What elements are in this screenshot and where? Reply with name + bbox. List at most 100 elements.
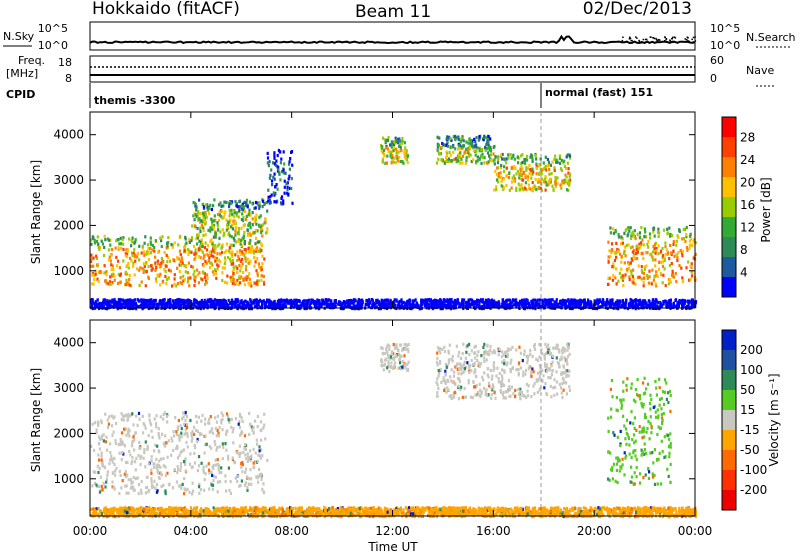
noise-search-point — [644, 38, 647, 41]
power-cell — [567, 179, 570, 183]
power-cell — [515, 305, 518, 309]
velocity-cell — [111, 480, 114, 484]
power-cell — [106, 237, 109, 241]
power-cell — [203, 253, 206, 257]
power-cell — [519, 167, 522, 171]
velocity-cell — [515, 368, 518, 372]
power-cell — [261, 205, 264, 209]
power-cell — [195, 233, 199, 237]
power-cell — [254, 299, 257, 303]
power-cell — [218, 236, 221, 240]
power-cell — [671, 305, 674, 309]
noise-search-point — [669, 39, 671, 41]
velocity-cell — [148, 488, 151, 492]
power-cell — [216, 259, 219, 263]
velocity-cell — [447, 361, 450, 365]
power-cell — [205, 281, 208, 285]
power-cell — [401, 136, 404, 141]
power-cell — [125, 248, 128, 252]
power-cell — [487, 146, 490, 150]
velocity-cell — [142, 431, 145, 435]
power-cell — [656, 304, 659, 308]
power-cell — [293, 304, 296, 308]
power-cell — [245, 203, 248, 207]
power-cell — [631, 230, 634, 234]
power-cell — [508, 298, 512, 302]
power-cell — [119, 280, 122, 285]
power-cell — [145, 260, 148, 265]
power-cell — [681, 250, 685, 254]
power-cell — [437, 299, 440, 303]
velocity-cell — [477, 361, 480, 365]
power-cell — [116, 303, 119, 307]
power-cell — [273, 172, 276, 176]
power-cell — [652, 230, 655, 234]
power-cell — [183, 249, 186, 253]
power-cell — [405, 152, 408, 156]
power-cell — [528, 187, 531, 191]
power-cell — [196, 218, 200, 222]
power-cell — [678, 228, 681, 232]
power-cell — [445, 154, 449, 158]
velocity-cell — [537, 371, 540, 375]
velocity-cell — [535, 378, 538, 382]
power-cell — [132, 299, 135, 303]
power-cell — [437, 157, 440, 161]
power-cell — [142, 270, 145, 274]
power-cell — [282, 305, 285, 309]
power-cell — [624, 273, 627, 277]
power-cell — [361, 303, 364, 307]
velocity-cell — [199, 488, 203, 492]
velocity-cell — [234, 461, 237, 465]
power-cell — [110, 273, 113, 277]
power-cell — [166, 246, 169, 250]
power-cell — [526, 166, 529, 170]
power-cell — [195, 205, 198, 209]
velocity-cell — [213, 474, 216, 478]
velocity-cell — [184, 410, 187, 415]
velocity-cell — [215, 434, 218, 438]
power-cell — [160, 261, 163, 265]
power-cell — [259, 305, 262, 309]
power-cell — [539, 305, 542, 309]
power-cell — [530, 176, 533, 180]
velocity-cell — [266, 458, 269, 462]
velocity-cell — [94, 470, 97, 474]
velocity-cell — [184, 428, 187, 432]
power-cell — [449, 307, 453, 311]
power-cell — [238, 302, 241, 306]
velocity-cell — [100, 458, 103, 462]
velocity-cell — [133, 448, 136, 452]
power-cell — [205, 248, 209, 252]
power-cell — [375, 301, 379, 305]
power-cell — [493, 188, 496, 192]
power-cell — [383, 153, 386, 158]
power-cell — [669, 301, 672, 305]
power-cell — [531, 159, 534, 163]
power-cell — [193, 218, 196, 222]
power-cell — [167, 298, 170, 302]
power-cell — [221, 216, 224, 220]
velocity-cell — [95, 483, 98, 487]
velocity-cell — [383, 363, 386, 367]
power-cell — [154, 261, 157, 265]
power-cell — [256, 257, 259, 261]
power-cell — [273, 299, 276, 303]
velocity-cell — [393, 356, 396, 360]
power-cell — [315, 301, 318, 305]
power-cell — [536, 299, 539, 303]
power-cell — [402, 161, 405, 165]
power-cell — [675, 239, 678, 243]
power-cell — [625, 299, 628, 303]
velocity-cell — [241, 470, 244, 474]
power-cell — [127, 266, 130, 270]
power-cell — [598, 299, 601, 303]
power-cell — [681, 237, 684, 241]
power-cell — [211, 249, 214, 253]
power-cell — [225, 223, 229, 227]
power-cell — [487, 160, 490, 164]
power-cell — [497, 173, 500, 177]
velocity-cell — [227, 457, 230, 461]
power-cell — [179, 259, 182, 264]
velocity-cell — [140, 480, 143, 484]
